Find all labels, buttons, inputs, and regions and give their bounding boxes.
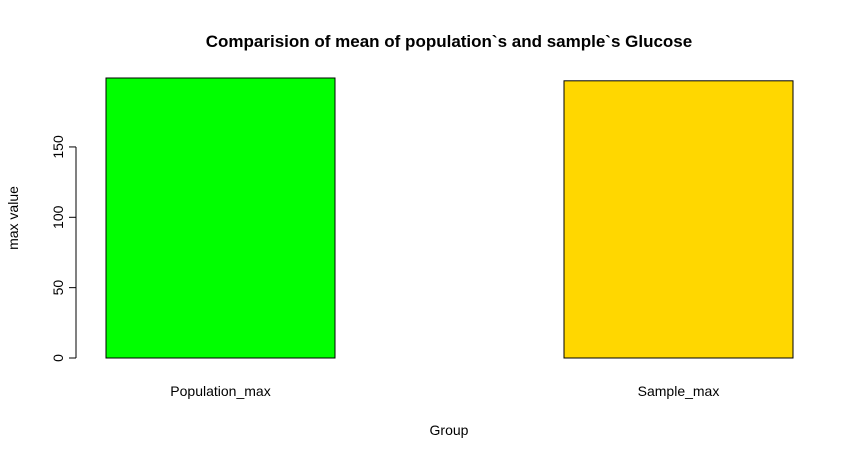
- y-tick-label: 100: [50, 205, 66, 229]
- x-tick-label: Sample_max: [638, 383, 720, 399]
- bar-sample-max: [563, 80, 794, 359]
- x-tick-labels: Population_max Sample_max: [170, 383, 719, 399]
- y-tick-label: 150: [50, 135, 66, 159]
- y-axis-label: max value: [5, 186, 21, 250]
- y-tick-label: 50: [50, 280, 66, 296]
- x-axis-label: Group: [430, 422, 469, 438]
- y-axis: 0 50 100 150: [50, 135, 77, 362]
- bar-population-max: [105, 77, 336, 359]
- chart-title: Comparision of mean of population`s and …: [206, 32, 692, 51]
- x-tick-label: Population_max: [170, 383, 270, 399]
- bars: [105, 77, 794, 359]
- y-tick-label: 0: [50, 354, 66, 362]
